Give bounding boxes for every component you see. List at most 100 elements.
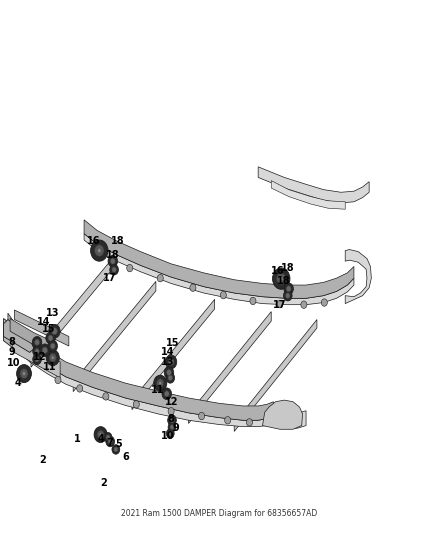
Polygon shape xyxy=(4,318,36,365)
Circle shape xyxy=(95,245,104,256)
Circle shape xyxy=(48,340,57,352)
Circle shape xyxy=(35,357,39,362)
Circle shape xyxy=(168,415,177,425)
Circle shape xyxy=(170,425,174,430)
Text: 18: 18 xyxy=(281,263,295,272)
Text: 10: 10 xyxy=(7,358,20,368)
Polygon shape xyxy=(4,319,34,352)
Text: 18: 18 xyxy=(277,276,290,286)
Text: 8: 8 xyxy=(9,337,16,347)
Circle shape xyxy=(108,255,117,267)
Circle shape xyxy=(220,292,226,299)
Circle shape xyxy=(286,293,290,298)
Circle shape xyxy=(108,439,113,444)
Polygon shape xyxy=(12,335,60,378)
Circle shape xyxy=(112,445,120,454)
Circle shape xyxy=(168,422,176,432)
Circle shape xyxy=(250,297,256,305)
Circle shape xyxy=(321,299,327,306)
Circle shape xyxy=(17,365,32,383)
Circle shape xyxy=(168,431,172,436)
Circle shape xyxy=(98,248,101,253)
Text: 14: 14 xyxy=(37,317,51,327)
Circle shape xyxy=(168,408,174,415)
Circle shape xyxy=(114,447,118,452)
Text: 2: 2 xyxy=(100,478,107,488)
Circle shape xyxy=(166,369,171,375)
Text: 6: 6 xyxy=(122,453,129,463)
Circle shape xyxy=(22,372,25,375)
Circle shape xyxy=(154,375,167,391)
Text: 11: 11 xyxy=(151,384,165,394)
Text: 13: 13 xyxy=(161,357,174,367)
Circle shape xyxy=(35,349,39,354)
Circle shape xyxy=(166,429,174,438)
Text: 4: 4 xyxy=(14,378,21,388)
Circle shape xyxy=(127,264,133,272)
Text: 16: 16 xyxy=(271,266,285,276)
Circle shape xyxy=(164,367,174,378)
Circle shape xyxy=(301,301,307,309)
Text: 2021 Ram 1500 DAMPER Diagram for 68356657AD: 2021 Ram 1500 DAMPER Diagram for 6835665… xyxy=(121,510,317,519)
Circle shape xyxy=(110,264,118,275)
Text: 11: 11 xyxy=(43,362,57,372)
Circle shape xyxy=(225,417,231,424)
Circle shape xyxy=(35,340,39,345)
Polygon shape xyxy=(271,181,345,209)
Circle shape xyxy=(52,328,57,335)
Text: 8: 8 xyxy=(168,414,175,424)
Text: 5: 5 xyxy=(116,439,122,449)
Text: 2: 2 xyxy=(39,455,46,465)
Text: 10: 10 xyxy=(161,431,175,441)
Circle shape xyxy=(77,385,83,392)
Circle shape xyxy=(106,435,110,440)
Circle shape xyxy=(279,277,283,281)
Circle shape xyxy=(277,301,283,308)
Circle shape xyxy=(168,359,174,366)
Circle shape xyxy=(198,413,205,419)
Polygon shape xyxy=(8,328,273,426)
Polygon shape xyxy=(8,313,273,420)
Circle shape xyxy=(97,430,104,439)
Circle shape xyxy=(247,419,253,426)
Circle shape xyxy=(103,393,109,400)
Circle shape xyxy=(48,335,53,341)
Circle shape xyxy=(104,432,112,442)
Text: 9: 9 xyxy=(9,348,16,358)
Circle shape xyxy=(46,350,59,366)
Polygon shape xyxy=(84,220,354,298)
Circle shape xyxy=(110,259,115,264)
Circle shape xyxy=(49,353,57,362)
Circle shape xyxy=(99,433,102,436)
Polygon shape xyxy=(345,249,371,304)
Circle shape xyxy=(51,356,54,359)
Text: 14: 14 xyxy=(161,348,174,358)
Circle shape xyxy=(33,354,42,365)
Circle shape xyxy=(286,286,291,292)
Polygon shape xyxy=(267,411,306,428)
Circle shape xyxy=(166,373,175,383)
Circle shape xyxy=(190,284,196,292)
Circle shape xyxy=(162,388,172,400)
Text: 1: 1 xyxy=(74,434,81,444)
Circle shape xyxy=(32,336,42,348)
Polygon shape xyxy=(84,233,354,305)
Text: 17: 17 xyxy=(102,273,116,283)
Circle shape xyxy=(133,401,139,408)
Circle shape xyxy=(159,382,162,385)
Text: 15: 15 xyxy=(166,338,179,349)
Text: 4: 4 xyxy=(98,434,105,444)
Circle shape xyxy=(106,436,115,447)
Circle shape xyxy=(94,426,107,442)
Circle shape xyxy=(157,274,163,282)
Polygon shape xyxy=(188,312,271,423)
Circle shape xyxy=(46,332,55,344)
Polygon shape xyxy=(258,167,369,203)
Circle shape xyxy=(170,418,174,423)
Text: 12: 12 xyxy=(33,352,46,361)
Text: 18: 18 xyxy=(111,236,125,246)
Circle shape xyxy=(50,343,55,349)
Circle shape xyxy=(272,268,290,289)
Text: 16: 16 xyxy=(87,236,100,246)
Circle shape xyxy=(91,240,108,261)
